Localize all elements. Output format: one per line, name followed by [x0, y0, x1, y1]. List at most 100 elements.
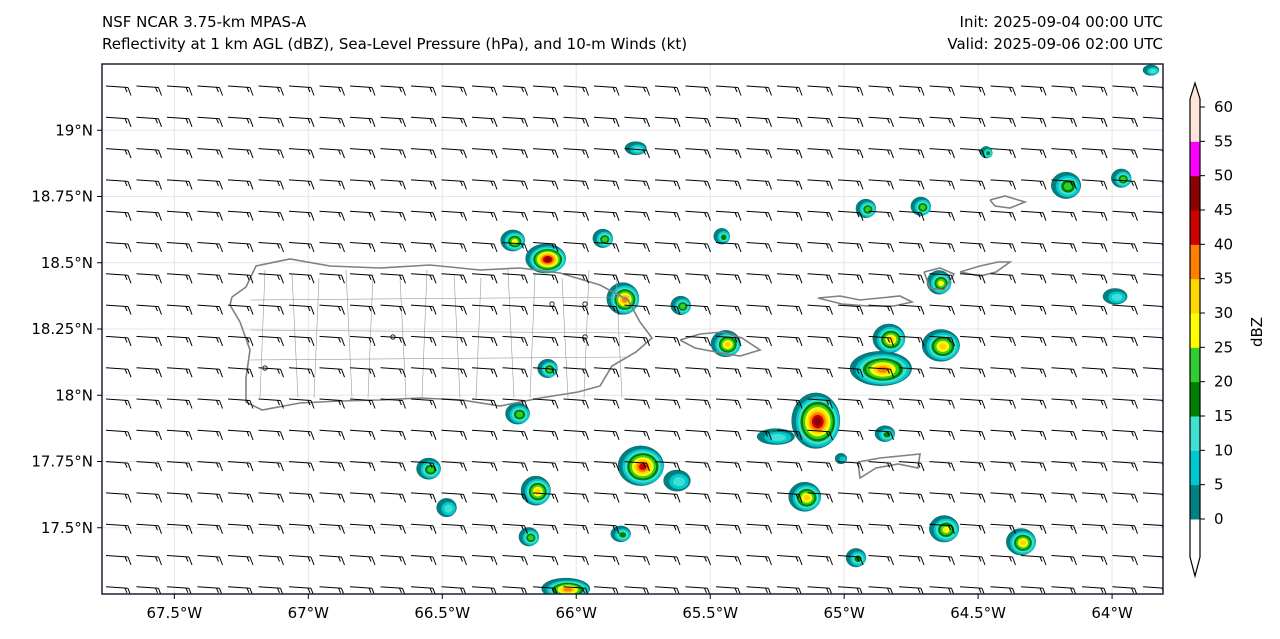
barb-flag	[798, 400, 803, 409]
barb-half-flag	[582, 212, 585, 218]
barb-flag	[310, 369, 315, 378]
barb-staff	[776, 555, 800, 558]
barb-half-flag	[612, 368, 616, 374]
barb-half-flag	[948, 368, 951, 374]
wind-barb	[563, 242, 589, 253]
barb-staff	[593, 85, 617, 88]
barb-half-flag	[765, 368, 768, 374]
barb-half-flag	[582, 494, 585, 500]
barb-staff	[258, 116, 281, 120]
barb-half-flag	[368, 525, 372, 531]
barb-flag	[951, 87, 955, 96]
barb-staff	[258, 273, 281, 276]
reflectivity-contour-45dbz	[814, 417, 822, 426]
barb-half-flag	[1009, 494, 1012, 500]
barb-half-flag	[856, 400, 860, 406]
wind-barb	[197, 523, 223, 534]
barb-half-flag	[490, 337, 494, 343]
wind-barb	[349, 335, 376, 347]
barb-flag	[249, 525, 254, 534]
barb-half-flag	[277, 337, 280, 343]
barb-staff	[1112, 335, 1135, 339]
barb-half-flag	[155, 525, 158, 531]
barb-flag	[859, 275, 864, 284]
barb-flag	[463, 149, 467, 159]
barb-flag	[341, 556, 345, 566]
barb-flag	[707, 494, 711, 503]
barb-flag	[463, 87, 467, 96]
barb-staff	[349, 461, 373, 464]
barb-half-flag	[246, 431, 250, 437]
barb-staff	[349, 85, 373, 88]
barb-half-flag	[307, 587, 311, 593]
wind-barb	[166, 429, 193, 440]
barb-staff	[258, 461, 281, 464]
barb-flag	[585, 87, 589, 96]
barb-staff	[471, 179, 495, 182]
wind-barb	[959, 304, 986, 315]
barb-half-flag	[612, 306, 616, 312]
reflectivity-cell	[537, 358, 558, 379]
barb-staff	[1142, 242, 1163, 245]
barb-flag	[798, 462, 803, 472]
barb-flag	[707, 212, 711, 221]
barb-half-flag	[429, 337, 433, 343]
wind-barb	[715, 492, 742, 503]
barb-flag	[371, 337, 376, 347]
barb-flag	[219, 87, 223, 96]
barb-half-flag	[307, 556, 311, 562]
barb-staff	[685, 461, 708, 464]
barb-flag	[707, 556, 711, 566]
barb-half-flag	[673, 87, 677, 93]
barb-flag	[676, 400, 681, 409]
wind-barb	[1020, 555, 1047, 566]
barb-flag	[249, 243, 254, 253]
wind-barb	[868, 492, 894, 503]
barb-staff	[105, 335, 129, 339]
barb-staff	[1051, 492, 1074, 495]
barb-flag	[524, 149, 528, 159]
barb-flag	[1103, 87, 1108, 96]
barb-flag	[676, 275, 681, 284]
barb-staff	[654, 210, 678, 214]
barb-staff	[441, 210, 464, 214]
barb-flag	[249, 181, 254, 190]
barb-flag	[981, 306, 986, 315]
barb-flag	[1042, 243, 1047, 253]
wind-barb	[715, 461, 742, 472]
fields-subtitle: Reflectivity at 1 km AGL (dBZ), Sea-Leve…	[102, 35, 688, 53]
wind-barb	[258, 116, 284, 127]
barb-flag	[981, 337, 986, 347]
wind-barb	[349, 492, 376, 503]
barb-half-flag	[704, 337, 707, 343]
barb-staff	[807, 398, 830, 401]
wind-barb	[685, 116, 711, 127]
wind-barb	[959, 461, 986, 472]
barb-half-flag	[643, 400, 646, 406]
barb-flag	[402, 212, 406, 221]
barb-flag	[768, 556, 772, 566]
barb-staff	[868, 586, 891, 589]
barb-flag	[280, 87, 284, 96]
barb-staff	[532, 85, 556, 88]
barb-half-flag	[551, 87, 555, 93]
barb-half-flag	[155, 587, 158, 593]
wind-barb	[441, 273, 467, 284]
wind-barb	[166, 273, 193, 284]
barb-flag	[768, 337, 772, 347]
wind-barb	[685, 273, 711, 284]
barb-staff	[837, 398, 861, 401]
colorbar-segment-40	[1190, 210, 1200, 245]
barb-flag	[859, 462, 864, 472]
barb-half-flag	[338, 181, 341, 187]
wind-barb	[349, 304, 376, 315]
barb-flag	[1042, 275, 1047, 284]
barb-staff	[898, 586, 922, 589]
barb-flag	[219, 243, 223, 253]
barb-half-flag	[673, 400, 677, 406]
barb-staff	[166, 555, 190, 558]
barb-half-flag	[1100, 587, 1104, 593]
barb-half-flag	[460, 431, 463, 437]
barb-flag	[707, 149, 711, 159]
barb-half-flag	[460, 149, 463, 155]
